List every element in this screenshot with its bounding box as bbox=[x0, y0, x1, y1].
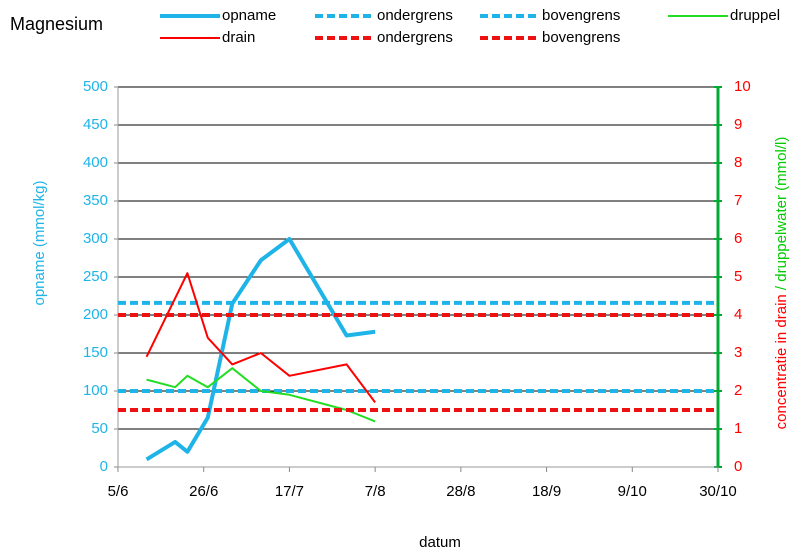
y2-axis-label: concentratie in drain / druppelwater (mm… bbox=[773, 137, 790, 430]
series-line bbox=[146, 367, 376, 423]
y-tick-label: 0 bbox=[100, 458, 108, 475]
y-tick-label: 300 bbox=[83, 230, 108, 247]
legend-label: ondergrens bbox=[377, 7, 453, 24]
y2-axis-label-part: concentratie in drain bbox=[773, 294, 790, 429]
y2-axis-label-part: / druppelwater (mmol/l) bbox=[773, 137, 790, 290]
x-tick-label: 9/10 bbox=[618, 483, 647, 500]
y-tick-label: 200 bbox=[83, 306, 108, 323]
y-tick-label: 350 bbox=[83, 192, 108, 209]
legend-label: opname bbox=[222, 7, 276, 24]
y2-tick-label: 10 bbox=[734, 78, 751, 95]
chart-title: Magnesium bbox=[10, 14, 103, 34]
y2-tick-label: 2 bbox=[734, 382, 742, 399]
y-tick-label: 250 bbox=[83, 268, 108, 285]
legend-label: bovengrens bbox=[542, 29, 620, 46]
legend-label: druppel bbox=[730, 7, 780, 24]
series-line bbox=[145, 237, 376, 462]
x-tick-label: 17/7 bbox=[275, 483, 304, 500]
x-tick-label: 28/8 bbox=[446, 483, 475, 500]
y-tick-label: 400 bbox=[83, 154, 108, 171]
legend-label: drain bbox=[222, 29, 255, 46]
y2-tick-label: 3 bbox=[734, 344, 742, 361]
series-line bbox=[145, 272, 376, 404]
y2-tick-label: 9 bbox=[734, 116, 742, 133]
y2-tick-label: 0 bbox=[734, 458, 742, 475]
y2-tick-label: 1 bbox=[734, 420, 742, 437]
x-tick-label: 7/8 bbox=[365, 483, 386, 500]
y-tick-label: 500 bbox=[83, 78, 108, 95]
x-tick-label: 5/6 bbox=[108, 483, 129, 500]
legend-label: ondergrens bbox=[377, 29, 453, 46]
y2-tick-label: 7 bbox=[734, 192, 742, 209]
y-axis-label: opname (mmol/kg) bbox=[31, 180, 48, 305]
y2-tick-label: 6 bbox=[734, 230, 742, 247]
y2-tick-label: 4 bbox=[734, 306, 742, 323]
y-tick-label: 450 bbox=[83, 116, 108, 133]
x-tick-label: 26/6 bbox=[189, 483, 218, 500]
x-axis-label: datum bbox=[419, 534, 461, 551]
x-tick-label: 18/9 bbox=[532, 483, 561, 500]
y2-tick-label: 8 bbox=[734, 154, 742, 171]
y-tick-label: 50 bbox=[91, 420, 108, 437]
y-tick-label: 150 bbox=[83, 344, 108, 361]
legend-label: bovengrens bbox=[542, 7, 620, 24]
x-tick-label: 30/10 bbox=[699, 483, 737, 500]
y-tick-label: 100 bbox=[83, 382, 108, 399]
y2-tick-label: 5 bbox=[734, 268, 742, 285]
